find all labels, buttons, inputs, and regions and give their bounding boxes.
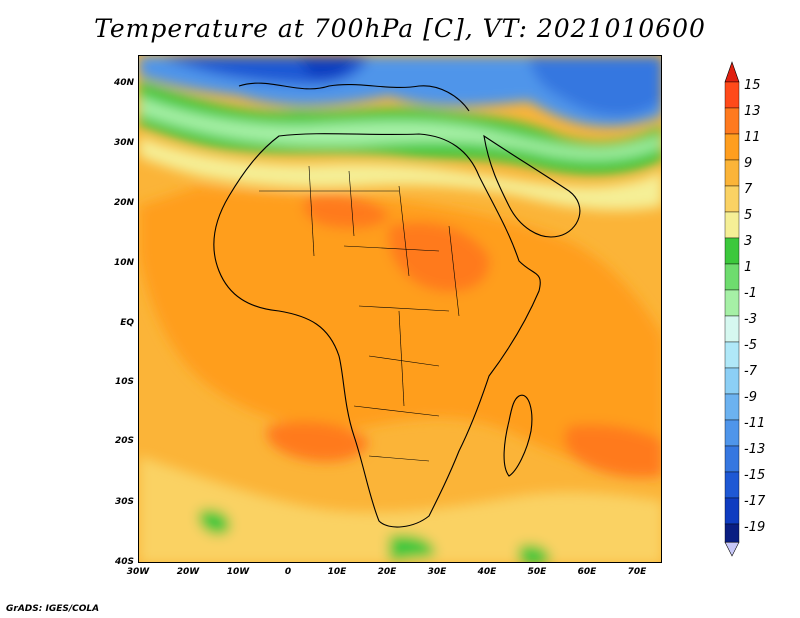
colorbar-under-triangle <box>724 541 740 557</box>
south-green-far-east <box>519 544 550 562</box>
colorbar-box <box>724 185 740 213</box>
colorbar-label-m17: -17 <box>744 494 766 509</box>
colorbar-box <box>724 419 740 447</box>
lon-label-40e: 40E <box>477 567 497 577</box>
colorbar-label-m1: -1 <box>744 286 757 301</box>
cold-pocket-central <box>299 56 354 78</box>
colorbar-box <box>724 133 740 161</box>
hot-core-sudan <box>388 222 490 292</box>
colorbar-label-11: 11 <box>744 130 761 145</box>
colorbar-label-m7: -7 <box>744 364 757 379</box>
colorbar-label-m3: -3 <box>744 312 757 327</box>
grads-credit: GrADS: IGES/COLA <box>6 604 100 614</box>
south-yellow-band <box>139 456 661 562</box>
lon-label-70e: 70E <box>627 567 647 577</box>
lat-label-40n: 40N <box>113 78 134 88</box>
colorbar-label-9: 9 <box>744 156 753 171</box>
africa-coastline <box>213 133 541 528</box>
colorbar-box <box>724 471 740 499</box>
lon-label-20w: 20W <box>176 567 200 577</box>
lat-label-10s: 10S <box>114 377 134 387</box>
lat-label-10n: 10N <box>113 258 134 268</box>
colorbar-box <box>724 81 740 109</box>
south-green-east <box>389 534 435 561</box>
colorbar-label-m5: -5 <box>744 338 757 353</box>
europe-coast <box>238 82 470 112</box>
colorbar-box <box>724 289 740 317</box>
light-green-band <box>139 96 661 160</box>
colorbar-box <box>724 523 740 543</box>
colorbar-box <box>724 107 740 135</box>
lat-label-eq: EQ <box>120 318 134 328</box>
colorbar-label-5: 5 <box>744 208 753 223</box>
map-plot-area <box>138 55 662 563</box>
colorbar-box <box>724 315 740 343</box>
colorbar-box <box>724 237 740 265</box>
colorbar-box <box>724 341 740 369</box>
colorbar-label-1: 1 <box>744 260 753 275</box>
lat-label-20s: 20S <box>114 436 134 446</box>
lon-label-30w: 30W <box>126 567 150 577</box>
yellow-band <box>139 136 661 211</box>
colorbar-box <box>724 393 740 421</box>
map-title: Temperature at 700hPa [C], VT: 202101060… <box>94 14 706 43</box>
colorbar-label-3: 3 <box>744 234 753 249</box>
lon-label-20e: 20E <box>377 567 397 577</box>
colorbar-label-m15: -15 <box>744 468 766 483</box>
colorbar-label-15: 15 <box>744 78 761 93</box>
lon-label-10e: 10E <box>327 567 347 577</box>
colorbar-label-m13: -13 <box>744 442 766 457</box>
hot-core-indian <box>564 424 661 478</box>
colorbar-box <box>724 445 740 473</box>
lon-label-10w: 10W <box>226 567 250 577</box>
colorbar-label-m19: -19 <box>744 520 766 535</box>
lat-label-40s: 40S <box>114 557 134 567</box>
coastlines <box>213 82 581 528</box>
country-borders <box>259 165 460 462</box>
colorbar-box <box>724 159 740 187</box>
lon-label-30e: 30E <box>427 567 447 577</box>
hot-core-sahara <box>303 194 389 229</box>
lat-label-20n: 20N <box>113 198 134 208</box>
lat-label-30n: 30N <box>113 138 134 148</box>
colorbar-over-triangle <box>724 61 740 83</box>
south-green-spots <box>199 509 230 535</box>
colorbar-box <box>724 367 740 395</box>
lat-label-30s: 30S <box>114 497 134 507</box>
colorbar-label-7: 7 <box>744 182 753 197</box>
colorbar-box <box>724 263 740 291</box>
madagascar <box>503 394 533 477</box>
cold-core-east <box>529 56 661 116</box>
colorbar-label-13: 13 <box>744 104 761 119</box>
colorbar <box>724 61 740 557</box>
colorbar-box <box>724 211 740 239</box>
arabian-peninsula <box>483 134 581 238</box>
lon-label-60e: 60E <box>577 567 597 577</box>
colorbar-label-m9: -9 <box>744 390 757 405</box>
hot-core-kalahari <box>266 421 369 462</box>
colorbar-box <box>724 497 740 525</box>
temperature-field-map <box>139 56 661 562</box>
lon-label-0: 0 <box>284 567 292 577</box>
lon-label-50e: 50E <box>527 567 547 577</box>
colorbar-label-m11: -11 <box>744 416 766 431</box>
